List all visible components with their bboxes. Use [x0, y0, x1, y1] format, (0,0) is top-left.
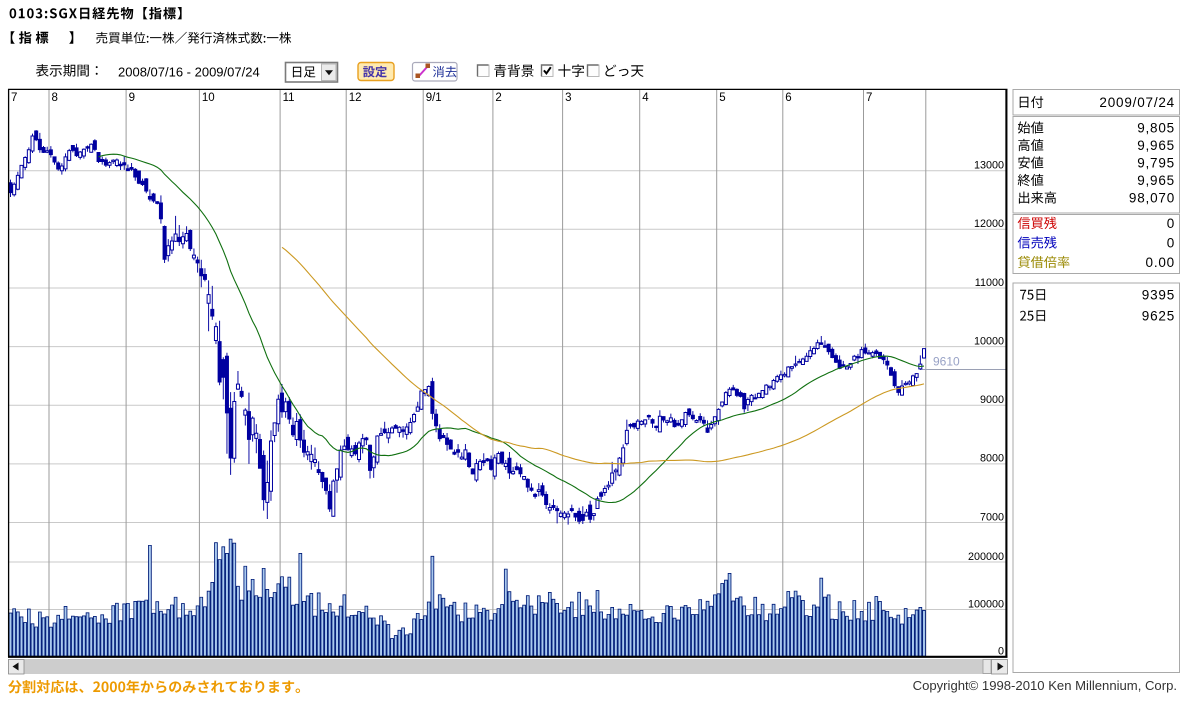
svg-text:10000: 10000 — [974, 335, 1004, 347]
svg-text:4: 4 — [642, 92, 649, 104]
svg-text:9395: 9395 — [1142, 288, 1175, 303]
svg-text:0: 0 — [998, 646, 1004, 658]
svg-text:0: 0 — [1167, 236, 1175, 251]
svg-text:9000: 9000 — [980, 394, 1004, 406]
svg-text:2: 2 — [495, 92, 501, 104]
svg-text:9: 9 — [129, 92, 135, 104]
svg-text:Copyright© 1998-2010 Ken Mille: Copyright© 1998-2010 Ken Millennium, Cor… — [913, 678, 1177, 693]
svg-text:3: 3 — [565, 92, 571, 104]
svg-text:0.00: 0.00 — [1146, 255, 1175, 270]
svg-text:6: 6 — [785, 92, 791, 104]
svg-text:10: 10 — [202, 92, 215, 104]
svg-text:200000: 200000 — [968, 551, 1004, 563]
svg-text:9,795: 9,795 — [1137, 156, 1175, 171]
svg-text:9625: 9625 — [1142, 309, 1175, 324]
svg-text:9,965: 9,965 — [1137, 138, 1175, 153]
svg-text:7: 7 — [11, 92, 17, 104]
svg-text:9610: 9610 — [933, 355, 960, 369]
svg-text:7000: 7000 — [980, 511, 1004, 523]
svg-text:98,070: 98,070 — [1129, 191, 1175, 206]
svg-text:5: 5 — [719, 92, 725, 104]
svg-text:12: 12 — [349, 92, 362, 104]
svg-text:100000: 100000 — [968, 598, 1004, 610]
svg-text:12000: 12000 — [974, 218, 1004, 230]
svg-text:0: 0 — [1167, 216, 1175, 231]
svg-text:8: 8 — [52, 92, 58, 104]
svg-text:11000: 11000 — [975, 277, 1004, 289]
svg-text:9,965: 9,965 — [1137, 173, 1175, 188]
svg-text:2009/07/24: 2009/07/24 — [1099, 95, 1175, 110]
svg-text:11: 11 — [283, 92, 295, 104]
svg-text:8000: 8000 — [980, 453, 1004, 465]
svg-text:9,805: 9,805 — [1137, 121, 1175, 136]
svg-text:13000: 13000 — [974, 160, 1004, 172]
svg-text:9/1: 9/1 — [426, 92, 442, 104]
svg-text:7: 7 — [866, 92, 872, 104]
svg-text:2008/07/16 - 2009/07/24: 2008/07/16 - 2009/07/24 — [118, 65, 260, 80]
